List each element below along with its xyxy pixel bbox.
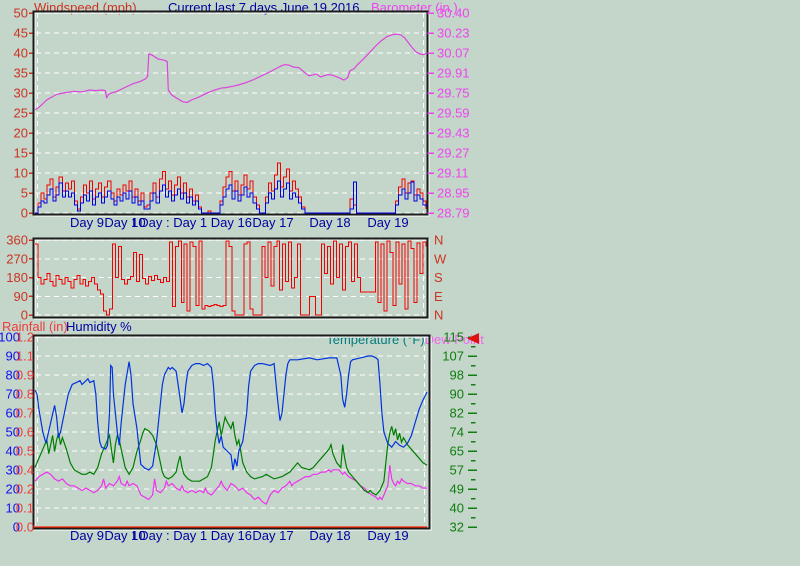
- axis-tick-label: 270: [6, 251, 28, 266]
- axis-tick-label: 40: [450, 501, 464, 516]
- axis-tick-label: 45: [14, 26, 28, 41]
- axis-tick-label: 0: [21, 308, 28, 323]
- axis-tick-label: 30: [6, 463, 20, 478]
- axis-tick-label: 29.43: [437, 126, 470, 141]
- axis-tick-label: 100: [0, 330, 20, 345]
- axis-tick-label: 0.2: [16, 482, 34, 497]
- day-label: Day 17: [252, 528, 293, 543]
- axis-tick-label: 28.79: [437, 206, 470, 221]
- axis-tick-label: 30.40: [437, 6, 470, 21]
- wind-direction-trace: [35, 240, 427, 316]
- barometer-trace: [34, 33, 427, 111]
- day-label: Day 18: [309, 528, 350, 543]
- axis-tick-label: W: [434, 251, 447, 266]
- chart-frame-highlight: [34, 12, 430, 217]
- axis-tick-label: 35: [14, 66, 28, 81]
- axis-tick-label: 29.27: [437, 146, 470, 161]
- axis-tick-label: 60: [6, 406, 20, 421]
- axis-tick-label: 50: [6, 425, 20, 440]
- day-label: Day 10: [104, 215, 145, 230]
- axis-tick-label: 90: [450, 387, 464, 402]
- axis-tick-label: 180: [6, 270, 28, 285]
- axis-tick-label: 90: [6, 349, 20, 364]
- current-value-marker-icon: [467, 333, 479, 344]
- axis-tick-label: 0.6: [16, 425, 34, 440]
- axis-tick-label: 29.11: [437, 166, 469, 181]
- day-label: Day 19: [367, 528, 408, 543]
- axis-tick-label: 40: [6, 444, 20, 459]
- axis-tick-label: 29.59: [437, 106, 470, 121]
- axis-tick-label: 10: [6, 501, 20, 516]
- day-label: Day 9: [70, 215, 104, 230]
- axis-tick-label: 29.75: [437, 86, 470, 101]
- axis-tick-label: 57: [450, 463, 464, 478]
- axis-tick-label: 80: [6, 368, 20, 383]
- axis-tick-label: 25: [14, 106, 28, 121]
- axis-tick-label: N: [434, 233, 443, 248]
- axis-tick-label: 74: [450, 425, 464, 440]
- axis-tick-label: 5: [21, 186, 28, 201]
- axis-tick-label: 360: [6, 233, 28, 248]
- day-label: I Day : Day 1 Day 16: [132, 215, 252, 230]
- temperature-trace: [34, 415, 428, 496]
- axis-tick-label: 30: [14, 86, 28, 101]
- axis-tick-label: S: [434, 270, 443, 285]
- day-label: Day 19: [367, 215, 408, 230]
- day-label: Day 18: [309, 215, 350, 230]
- axis-tick-label: 0.4: [16, 463, 34, 478]
- axis-tick-label: E: [434, 289, 443, 304]
- axis-tick-label: 0.0: [16, 520, 34, 535]
- axis-tick-label: 115: [443, 330, 464, 345]
- axis-tick-label: 1.1: [16, 349, 34, 364]
- axis-tick-label: 70: [6, 387, 20, 402]
- axis-tick-label: 1.2: [16, 330, 34, 345]
- axis-tick-label: 0: [21, 206, 28, 221]
- chart-frame-highlight: [34, 336, 432, 531]
- axis-tick-label: 0.5: [16, 444, 34, 459]
- axis-tick-label: 0: [13, 520, 20, 535]
- axis-tick-label: 107: [442, 349, 464, 364]
- axis-tick-label: 30.07: [437, 46, 470, 61]
- chart-frame: [32, 334, 431, 530]
- axis-tick-label: N: [434, 308, 443, 323]
- day-label: Day 10: [104, 528, 145, 543]
- axis-tick-label: 10: [14, 166, 28, 181]
- axis-tick-label: 0.7: [16, 406, 34, 421]
- axis-tick-label: 50: [14, 6, 28, 21]
- axis-tick-label: 28.95: [437, 186, 470, 201]
- axis-tick-label: 98: [450, 368, 464, 383]
- chart-frame-highlight: [34, 239, 430, 320]
- dew-point-trace: [34, 465, 427, 505]
- day-label: Day 17: [252, 215, 293, 230]
- axis-tick-label: 15: [14, 146, 28, 161]
- axis-tick-label: 32: [450, 520, 464, 535]
- chart-frame: [32, 237, 429, 319]
- day-label: I Day : Day 1 Day 16: [132, 528, 252, 543]
- axis-tick-label: 40: [14, 46, 28, 61]
- axis-tick-label: 30.23: [437, 26, 470, 41]
- humidity-axis-title: Humidity %: [66, 319, 132, 334]
- humidity-trace: [34, 355, 428, 471]
- day-label: Day 9: [70, 528, 104, 543]
- axis-tick-label: 49: [450, 482, 464, 497]
- axis-tick-label: 82: [450, 406, 464, 421]
- axis-tick-label: 29.91: [437, 66, 470, 81]
- axis-tick-label: 20: [6, 482, 20, 497]
- axis-tick-label: 90: [14, 289, 28, 304]
- wind-average-trace: [35, 180, 427, 214]
- axis-tick-label: 0.8: [16, 387, 34, 402]
- rainfall-axis-title: Rainfall (in): [2, 319, 68, 334]
- axis-tick-label: 20: [14, 126, 28, 141]
- axis-tick-label: 65: [450, 444, 464, 459]
- axis-tick-label: 0.1: [16, 501, 34, 516]
- axis-tick-label: 0.9: [16, 368, 34, 383]
